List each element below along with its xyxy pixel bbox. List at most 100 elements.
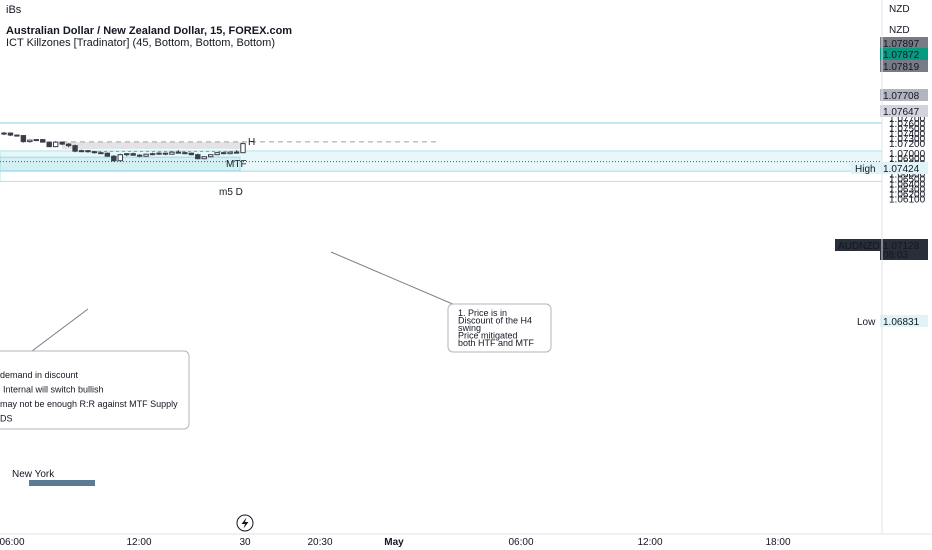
candle-body <box>78 150 85 153</box>
candle <box>7 132 14 137</box>
candle <box>33 139 39 142</box>
candle-body <box>233 151 240 154</box>
price-tag-bg <box>880 105 928 117</box>
candle-body <box>240 143 246 154</box>
price-tag: 1.07897 <box>880 37 928 50</box>
candle-body <box>117 154 123 162</box>
candle-body <box>201 156 207 160</box>
price-tick-label: 1.07600 <box>889 119 926 130</box>
time-tick-label: 06:00 <box>0 537 25 548</box>
left-note-line: may not be enough R:R against MTF Supply <box>0 399 178 409</box>
right-note-line: Price mitigated <box>458 331 518 341</box>
candle-body <box>188 152 195 156</box>
candle <box>175 150 182 154</box>
candle-body <box>130 153 136 156</box>
candle <box>136 154 143 158</box>
candle <box>124 153 130 157</box>
current-price-bg <box>880 239 928 260</box>
candle-body <box>111 155 117 162</box>
right-note-box <box>447 303 552 353</box>
left-note-line: Internal will switch bullish <box>3 385 104 395</box>
lightning-icon <box>236 514 254 532</box>
candle-body <box>169 151 175 155</box>
price-tick-label: 1.06400 <box>889 179 926 190</box>
candle-body <box>33 139 39 142</box>
price-tag-label: 1.07897 <box>883 39 920 50</box>
price-tag-label: 1.07647 <box>883 107 920 118</box>
candle-body <box>40 139 46 143</box>
candle <box>46 141 52 148</box>
price-tag: 1.07819 <box>880 60 928 73</box>
candle <box>1 132 7 136</box>
candle <box>20 135 27 143</box>
mtf-supply-zone <box>62 142 243 150</box>
candle <box>162 152 169 156</box>
candle <box>156 152 162 155</box>
time-tick-label: May <box>384 537 404 548</box>
candle-body <box>104 152 111 157</box>
candle-body <box>85 150 91 153</box>
candle-body <box>20 135 27 143</box>
candle-body <box>220 152 227 155</box>
price-tick-label: 1.06100 <box>889 194 926 205</box>
h-marker-label: H <box>248 137 255 148</box>
price-countdown: 08:03 <box>883 250 908 261</box>
price-tag-bg <box>880 162 928 174</box>
candle-body <box>27 139 33 143</box>
candle <box>220 151 227 155</box>
time-tick-label: 18:00 <box>765 537 790 548</box>
axis-currency: NZD <box>889 25 910 36</box>
right-note-line: 1. Price is in <box>458 308 507 318</box>
candle <box>85 150 91 153</box>
time-tick-label: 12:00 <box>637 537 662 548</box>
candle <box>78 149 85 153</box>
candle-body <box>91 151 98 154</box>
candle <box>40 139 46 143</box>
candle <box>72 144 78 153</box>
price-tick-label: 1.06200 <box>889 189 926 200</box>
indicator-title[interactable]: ICT Killzones [Tradinator] (45, Bottom, … <box>6 37 275 49</box>
candle <box>233 150 240 154</box>
axis-currency-top: NZD <box>889 4 910 15</box>
candle <box>227 151 233 155</box>
price-tick-label: 1.07400 <box>889 129 926 140</box>
candle <box>182 151 188 155</box>
current-symbol-bg <box>835 239 880 251</box>
price-axis-background <box>882 0 932 534</box>
candle <box>27 139 33 143</box>
candle <box>143 153 149 157</box>
candle-body <box>208 154 214 158</box>
time-tick-label: 12:00 <box>126 537 151 548</box>
price-tick-label: 1.07000 <box>889 149 926 160</box>
high-label-bg <box>851 162 880 174</box>
low-label: Low <box>857 317 876 328</box>
price-tag-label: 1.06831 <box>883 317 920 328</box>
candle <box>59 141 65 146</box>
candle <box>201 156 207 160</box>
price-tick-label: 1.07700 <box>889 114 926 125</box>
candle-body <box>124 153 130 156</box>
price-tick-label: 1.06900 <box>889 154 926 165</box>
candle-body <box>162 152 169 155</box>
price-tick-label: 1.07200 <box>889 139 926 150</box>
candle-body <box>156 152 162 155</box>
price-tick-label: 1.06600 <box>889 169 926 180</box>
mtf-supply-label: MTF <box>226 159 247 170</box>
session-label: New York <box>12 469 55 480</box>
price-tick-label: 1.07300 <box>889 134 926 145</box>
candle-body <box>175 151 182 154</box>
time-tick-label: 20:30 <box>307 537 332 548</box>
candle <box>98 151 104 155</box>
candle-body <box>143 153 149 157</box>
lower-zone-outline <box>0 170 883 182</box>
candle-body <box>72 145 78 152</box>
symbol-title[interactable]: Australian Dollar / New Zealand Dollar, … <box>6 25 293 37</box>
left-note-line: demand in discount <box>0 370 79 380</box>
current-symbol: AUDNZD <box>838 241 880 252</box>
candle-body <box>227 151 233 155</box>
candle-body <box>214 152 220 156</box>
low-label-bg <box>854 315 880 327</box>
candle-body <box>46 141 52 148</box>
